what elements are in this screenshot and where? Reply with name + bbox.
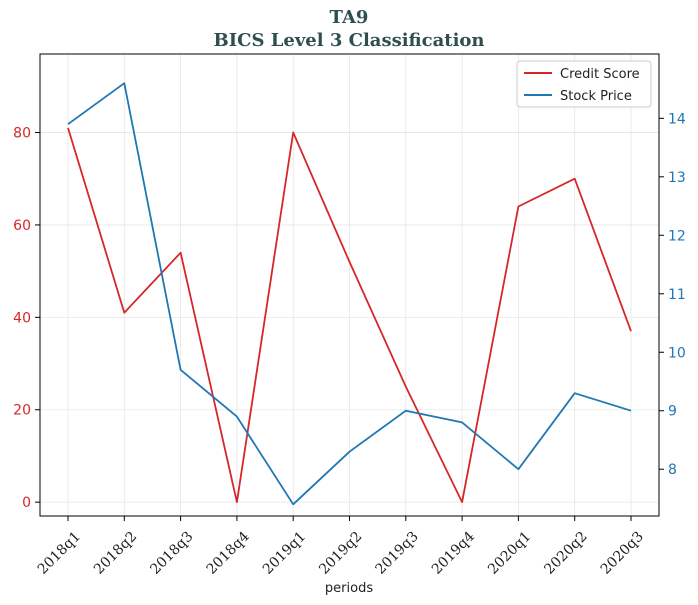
right-y-tick-label: 13 <box>668 170 686 186</box>
series-lines <box>67 82 632 506</box>
x-tick-label: 2020q3 <box>598 529 647 578</box>
right-y-tick-label: 8 <box>668 462 677 478</box>
legend-label-credit-score: Credit Score <box>560 67 640 82</box>
grid <box>40 54 659 516</box>
left-y-tick-label: 20 <box>13 403 31 419</box>
x-tick-label: 2020q1 <box>485 529 534 578</box>
x-axis: 2018q1 2018q2 2018q3 2018q4 2019q1 2019q2 2019… <box>35 516 647 578</box>
x-tick-label: 2018q1 <box>35 529 84 578</box>
x-tick-label: 2018q4 <box>204 529 253 578</box>
right-y-tick-label: 11 <box>668 287 686 303</box>
left-y-tick-label: 80 <box>13 126 31 142</box>
right-y-tick-label: 10 <box>668 345 686 361</box>
chart-title: TA9 <box>330 7 369 28</box>
left-y-tick-label: 0 <box>22 495 31 511</box>
left-y-axis: 0 20 40 60 80 <box>13 126 40 511</box>
right-y-tick-label: 12 <box>668 228 686 244</box>
left-y-tick-label: 60 <box>13 218 31 234</box>
x-tick-label: 2020q2 <box>541 529 590 578</box>
x-tick-label: 2019q3 <box>373 529 422 578</box>
right-y-tick-label: 9 <box>668 404 677 420</box>
x-axis-label: periods <box>325 581 373 596</box>
left-y-tick-label: 40 <box>13 310 31 326</box>
right-y-tick-label: 14 <box>668 111 686 127</box>
x-tick-label: 2018q2 <box>91 529 140 578</box>
x-tick-label: 2018q3 <box>147 529 196 578</box>
series-line-stock-price <box>67 82 632 506</box>
legend-label-stock-price: Stock Price <box>560 89 632 104</box>
legend: Credit Score Stock Price <box>516 60 652 108</box>
x-tick-label: 2019q4 <box>429 529 478 578</box>
x-tick-label: 2019q2 <box>316 529 365 578</box>
right-y-axis: 8 9 10 11 12 13 14 <box>659 111 686 478</box>
chart-subtitle: BICS Level 3 Classification <box>213 30 484 51</box>
x-tick-label: 2019q1 <box>260 529 309 578</box>
